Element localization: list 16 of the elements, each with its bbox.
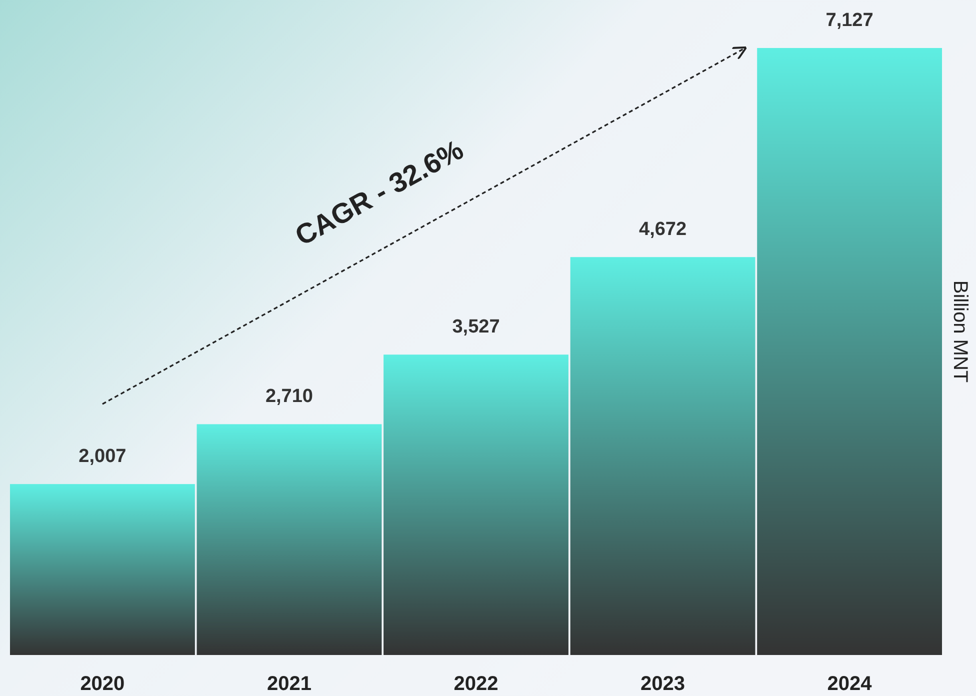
x-tick-label: 2021: [266, 673, 312, 695]
data-label: 7,127: [826, 10, 874, 31]
bar: [196, 424, 382, 655]
y-axis-title: Billion MNT: [949, 280, 971, 383]
data-label: 2,710: [265, 386, 313, 408]
x-tick-label: 2023: [640, 673, 686, 695]
data-label: 3,527: [452, 316, 500, 338]
bar: [757, 48, 942, 655]
bar: [570, 257, 756, 655]
x-tick-label: 2020: [80, 673, 125, 695]
bar: [10, 484, 195, 655]
bar: [384, 354, 568, 655]
data-label: 2,007: [78, 446, 126, 468]
data-label: 4,672: [639, 219, 687, 240]
x-tick-label: 2022: [454, 673, 498, 695]
x-tick-label: 2024: [827, 673, 873, 695]
